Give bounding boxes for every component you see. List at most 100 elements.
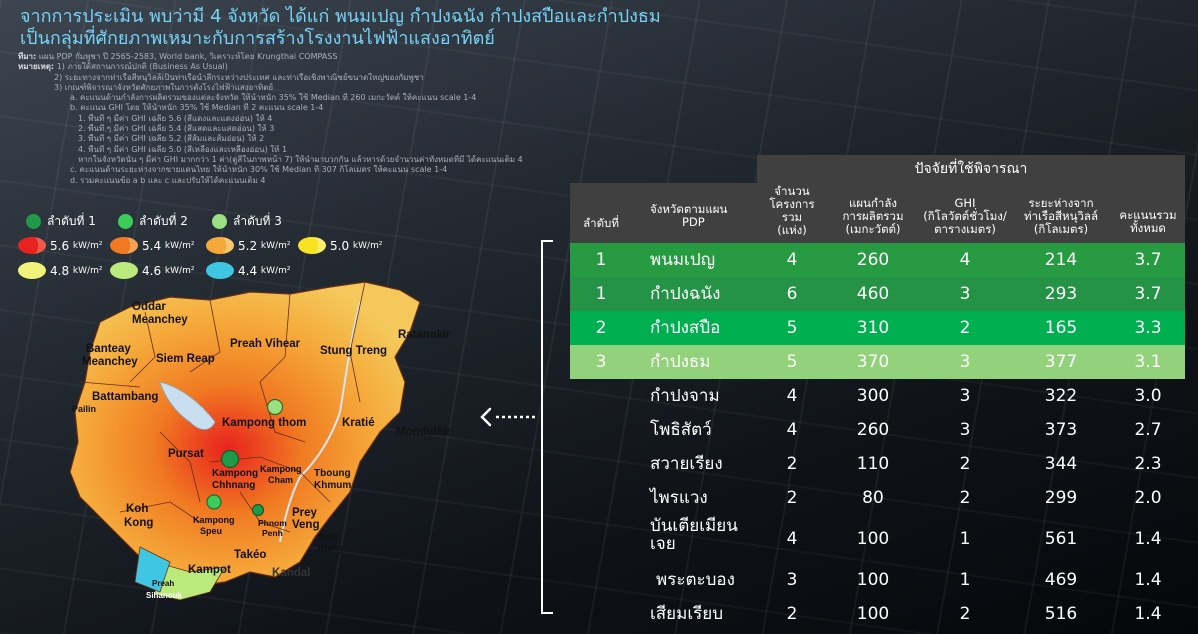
header-distance: ระยะห่างจาก ท่าเรือสีหนุวิลล์ (กิโลเมตร) (1011, 197, 1111, 236)
cell-capacity: 260 (856, 420, 890, 440)
note-line: b. คะแนน GHI โดย ให้น้ำหนัก 35% ใช้ Medi… (70, 103, 324, 113)
cell-capacity: 260 (856, 250, 890, 270)
rank3-dot-icon (212, 214, 227, 229)
map-label: Prey (292, 507, 318, 519)
map-label: Preah Vihear (230, 338, 301, 350)
cell-province: กำปงฉนัง (650, 284, 721, 304)
source-notes: ที่มา: แผน PDP กัมพูชา ปี 2565-2583, Wor… (18, 52, 578, 186)
map-label: Chhnang (212, 480, 255, 491)
legend-rank1-label: ลำดับที่ 1 (47, 214, 96, 228)
note-line: 1. พื้นที่ ๆ มีค่า GHI เฉลี่ย 5.6 (สีแดง… (78, 113, 273, 123)
map-label: Pailin (72, 404, 96, 414)
ghi-value: 4.8 (50, 263, 70, 278)
cell-rank: 1 (595, 250, 607, 270)
cell-province: กำปงจาม (650, 386, 720, 406)
map-label: Penh (262, 528, 283, 538)
cell-projects: 5 (786, 318, 798, 338)
cell-score: 2.7 (1134, 420, 1162, 440)
map-label: Meanchey (132, 314, 188, 326)
source-text: แผน PDP กัมพูชา ปี 2565-2583, World bank… (38, 52, 338, 61)
note-line: 4. พื้นที่ ๆ มีค่า GHI เฉลี่ย 5.0 (สีเหล… (78, 144, 288, 154)
cell-rank (570, 481, 632, 515)
map-label: Tboung (314, 468, 351, 479)
map-label: Cham (268, 475, 293, 485)
cell-ghi: 1 (959, 529, 971, 549)
cell-ghi: 1 (959, 570, 971, 590)
cell-projects: 4 (786, 529, 798, 549)
table-row: สวายเรียง 2 110 2 344 2.3 (570, 447, 1185, 481)
header-line: จำนวน (774, 184, 810, 198)
cell-distance: 373 (1044, 420, 1078, 440)
coast-region (134, 546, 171, 593)
map-label: Koh (126, 503, 148, 515)
rank2-dot-icon (118, 214, 133, 229)
map-label: Battambang (92, 391, 158, 403)
province-line: บันเตียเมียน (650, 516, 738, 536)
rank1-dot-icon (26, 214, 41, 229)
cell-distance: 299 (1044, 488, 1078, 508)
cell-projects: 2 (786, 604, 798, 624)
cell-distance: 561 (1044, 529, 1078, 549)
map-label: Veng (292, 519, 319, 531)
page-title: จากการประเมิน พบว่ามี 4 จังหวัด ได้แก่ พ… (20, 6, 661, 50)
map-label: Kong (124, 517, 153, 529)
header-ghi: GHI (กิโลวัตต์ชั่วโมง/ ตารางเมตร) (919, 197, 1011, 236)
table-row: เสียมเรียบ 2 100 2 516 1.4 (570, 597, 1185, 631)
cell-rank: 2 (595, 318, 607, 338)
header-projects: จำนวน โครงการ รวม (แห่ง) (757, 185, 827, 237)
province-borders (79, 281, 366, 533)
header-capacity: แผนกำลัง การผลิตรวม (เมกะวัตต์) (827, 197, 919, 236)
legend-ghi-4-6: 4.6 kW/m² (110, 262, 194, 279)
coastal-region (154, 561, 226, 601)
cell-rank (570, 413, 632, 447)
table-row: 2 กำปงสปือ 5 310 2 165 3.3 (570, 311, 1185, 345)
rank3-marker-kampong-thom (266, 398, 284, 416)
cell-rank (570, 447, 632, 481)
ghi-4-6-swatch-icon (110, 262, 138, 279)
source-label: ที่มา: (18, 52, 37, 61)
header-score: คะแนนรวม ทั้งหมด (1111, 209, 1185, 235)
ghi-value: 5.2 (238, 238, 258, 253)
map-label: Takéo (234, 549, 266, 561)
cell-ghi: 2 (959, 604, 971, 624)
remark-label: หมายเหตุ: (18, 62, 55, 72)
ghi-5-2-swatch-icon (206, 237, 234, 254)
ghi-unit: kW/m² (260, 240, 291, 251)
legend-ghi-4-8: 4.8 kW/m² (18, 262, 102, 279)
rank1-marker-phnom-penh (251, 503, 265, 517)
cell-score: 3.0 (1134, 386, 1162, 406)
map-label: Oddar (132, 301, 166, 313)
table-row: 3 กำปงธม 5 370 3 377 3.1 (570, 345, 1185, 379)
cell-rank (570, 515, 632, 563)
table-row: บันเตียเมียน เจย 4 100 1 561 1.4 (570, 515, 1185, 563)
cell-projects: 4 (786, 250, 798, 270)
ghi-value: 5.4 (142, 238, 162, 253)
cell-province: พระตะบอง (656, 570, 735, 590)
ghi-unit: kW/m² (72, 265, 103, 276)
map-label: Kratié (342, 417, 375, 429)
map-label: Kampong (212, 468, 258, 479)
table-row: โพธิสัตว์ 4 260 3 373 2.7 (570, 413, 1185, 447)
cell-rank (570, 379, 632, 413)
ghi-value: 4.4 (238, 263, 258, 278)
map-label: Kampong (260, 464, 302, 474)
legend-rank3: ลำดับที่ 3 (212, 212, 282, 231)
map-labels: Oddar Meanchey Banteay Meanchey Siem Rea… (72, 301, 450, 600)
cell-score: 3.7 (1134, 284, 1162, 304)
cell-ghi: 2 (959, 488, 971, 508)
cell-projects: 4 (786, 386, 798, 406)
ghi-value: 5.6 (50, 238, 70, 253)
cell-province: สวายเรียง (650, 454, 723, 474)
ghi-unit: kW/m² (164, 240, 195, 251)
map-label: Svay (318, 532, 339, 542)
cell-rank (570, 597, 632, 631)
cell-projects: 3 (786, 570, 798, 590)
legend-rank3-label: ลำดับที่ 3 (233, 214, 282, 228)
legend-ghi-5-0: 5.0 kW/m² (298, 237, 382, 254)
map-label: Khmum (314, 480, 351, 491)
map-label: Preah (152, 579, 174, 588)
cell-ghi: 2 (959, 454, 971, 474)
rank1-marker-kampong-chhnang (220, 449, 240, 469)
cell-province: กำปงสปือ (650, 318, 721, 338)
province-line: เจย (650, 534, 676, 554)
